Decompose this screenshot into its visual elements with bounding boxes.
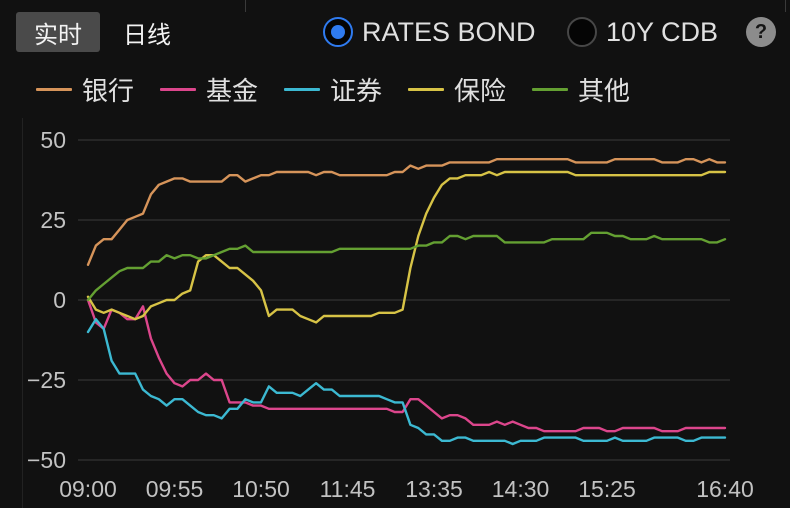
- radio-label: 10Y CDB: [606, 16, 719, 47]
- legend-label: 保险: [454, 76, 507, 107]
- series-line-证券: [86, 317, 727, 446]
- legend-label: 其他: [578, 76, 631, 107]
- y-tick-label: −50: [27, 447, 66, 473]
- x-tick-label: 16:40: [696, 476, 754, 502]
- legend-label: 基金: [206, 76, 259, 107]
- y-tick-label: 25: [40, 207, 66, 233]
- legend-swatch: [36, 87, 72, 91]
- x-tick-label: 10:50: [232, 476, 290, 502]
- divider: [785, 0, 786, 12]
- tab-realtime[interactable]: 实时: [16, 12, 100, 52]
- x-tick-label: 09:00: [59, 476, 117, 502]
- y-tick-label: 50: [40, 127, 66, 153]
- x-tick-label: 13:35: [405, 476, 463, 502]
- radio-label: RATES BOND: [362, 16, 536, 47]
- legend-item-fund[interactable]: 基金: [160, 71, 284, 108]
- grid: [78, 139, 730, 461]
- legend-swatch: [532, 87, 568, 91]
- line-chart: 50 25 0 −25 −50 09:00 09:55 10:50 11:45 13:35 14:3…: [27, 127, 754, 502]
- question-mark-icon[interactable]: ?: [746, 17, 776, 47]
- tab-daily[interactable]: 日线: [123, 20, 171, 49]
- legend-item-other[interactable]: 其他: [532, 71, 656, 108]
- series-line-保险: [86, 170, 727, 324]
- legend-swatch: [408, 87, 444, 91]
- chart-legend: 银行 基金 证券 保险 其他: [36, 71, 656, 108]
- radio-10y-cdb[interactable]: 10Y CDB: [567, 14, 718, 50]
- legend-label: 银行: [82, 76, 135, 107]
- series-lines: [86, 158, 727, 446]
- panel-border: [22, 118, 23, 508]
- x-axis: 09:00 09:55 10:50 11:45 13:35 14:30 15:25 16:40: [59, 476, 754, 502]
- x-tick-label: 09:55: [146, 476, 204, 502]
- legend-swatch: [284, 87, 320, 91]
- legend-item-insurance[interactable]: 保险: [408, 71, 532, 108]
- legend-item-bank[interactable]: 银行: [36, 71, 160, 108]
- series-line-其他: [86, 231, 727, 302]
- legend-item-securities[interactable]: 证券: [284, 71, 408, 108]
- x-tick-label: 14:30: [492, 476, 550, 502]
- radio-selected-dot: [331, 25, 345, 39]
- series-line-银行: [86, 158, 727, 267]
- radio-button-icon[interactable]: [323, 17, 353, 47]
- y-axis: 50 25 0 −25 −50: [27, 127, 66, 473]
- radio-rates-bond[interactable]: RATES BOND: [323, 14, 536, 50]
- divider: [245, 0, 246, 12]
- x-tick-label: 15:25: [578, 476, 636, 502]
- y-tick-label: 0: [53, 287, 66, 313]
- x-tick-label: 11:45: [320, 476, 376, 502]
- radio-button-icon[interactable]: [567, 17, 597, 47]
- legend-swatch: [160, 87, 196, 91]
- legend-label: 证券: [330, 76, 383, 107]
- y-tick-label: −25: [27, 367, 66, 393]
- series-line-基金: [86, 298, 727, 433]
